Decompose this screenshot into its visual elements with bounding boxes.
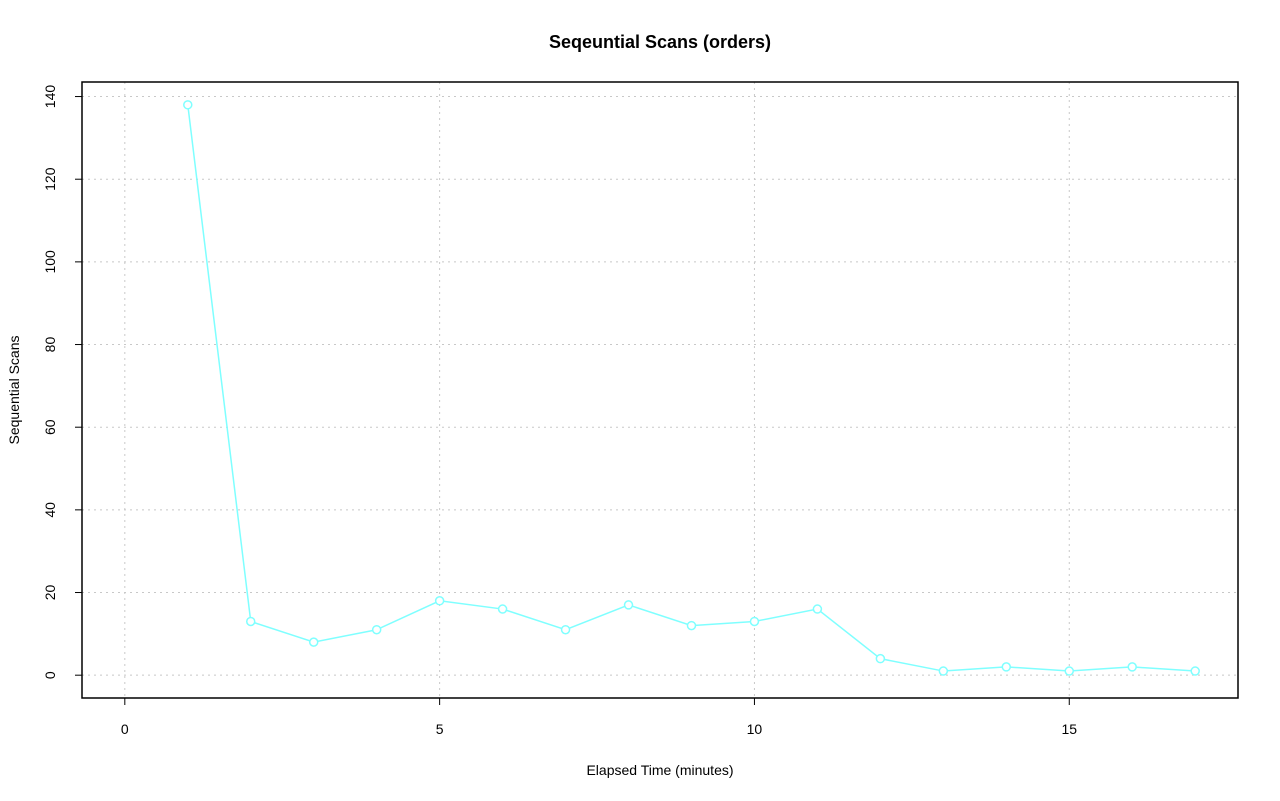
x-axis-label: Elapsed Time (minutes) xyxy=(586,762,733,778)
data-point xyxy=(749,616,760,627)
x-tick-label: 10 xyxy=(747,721,763,737)
y-tick-label: 140 xyxy=(42,85,58,109)
y-axis-label: Sequential Scans xyxy=(6,336,22,445)
data-point xyxy=(497,604,508,614)
data-point xyxy=(1190,666,1200,676)
data-point xyxy=(245,616,256,627)
data-point xyxy=(183,100,193,110)
x-tick-label: 0 xyxy=(121,721,129,737)
x-tick-label: 5 xyxy=(436,721,444,737)
data-point xyxy=(371,624,382,635)
data-point xyxy=(686,620,697,631)
plot-frame xyxy=(81,81,1239,699)
data-point xyxy=(1001,662,1012,672)
data-point xyxy=(812,604,823,614)
data-point xyxy=(560,624,571,635)
data-point xyxy=(1064,666,1075,676)
y-tick-label: 0 xyxy=(42,671,58,679)
y-tick-label: 80 xyxy=(42,337,58,353)
y-tick-label: 20 xyxy=(42,585,58,601)
y-tick-label: 100 xyxy=(42,250,58,274)
data-point xyxy=(938,666,949,676)
data-point xyxy=(875,653,886,664)
y-tick-label: 120 xyxy=(42,167,58,191)
data-point xyxy=(434,596,445,606)
x-tick-label: 15 xyxy=(1061,721,1077,737)
data-point xyxy=(623,600,634,610)
y-tick-label: 60 xyxy=(42,419,58,435)
y-tick-label: 40 xyxy=(42,502,58,518)
data-point xyxy=(1127,662,1137,672)
chart-title: Seqeuntial Scans (orders) xyxy=(549,32,771,52)
data-point xyxy=(308,637,319,647)
